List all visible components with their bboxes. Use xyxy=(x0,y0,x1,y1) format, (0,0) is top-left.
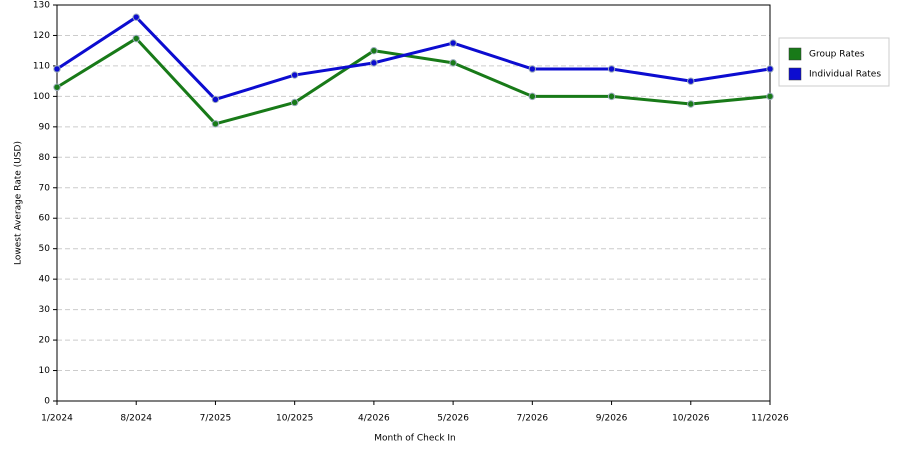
series-line xyxy=(56,37,771,126)
y-tick-label: 70 xyxy=(39,183,51,193)
y-tick-label: 50 xyxy=(39,244,51,254)
y-tick-label: 10 xyxy=(39,366,51,376)
data-point xyxy=(687,77,695,85)
data-point xyxy=(211,120,220,128)
legend-label: Group Rates xyxy=(809,50,865,60)
data-point xyxy=(132,13,140,21)
y-tick-label: 40 xyxy=(39,275,51,285)
x-tick-label: 7/2025 xyxy=(200,414,232,424)
y-tick-label: 100 xyxy=(33,92,50,102)
data-point xyxy=(53,65,61,73)
x-axis-label: Month of Check In xyxy=(374,434,456,444)
y-axis-label: Lowest Average Rate (USD) xyxy=(14,141,24,265)
y-tick-label: 110 xyxy=(33,61,50,71)
data-point xyxy=(607,92,616,101)
x-tick-label: 8/2024 xyxy=(120,414,152,424)
data-point xyxy=(370,46,378,55)
data-point xyxy=(528,65,537,73)
x-tick-label: 9/2026 xyxy=(596,414,628,424)
y-tick-label: 120 xyxy=(33,31,50,41)
legend-box xyxy=(778,37,890,87)
y-tick-label: 90 xyxy=(39,122,51,132)
y-tick-label: 80 xyxy=(39,153,51,163)
legend-swatch xyxy=(788,47,802,61)
x-tick-label: 1/2024 xyxy=(41,414,73,424)
legend-label: Individual Rates xyxy=(809,70,881,80)
series-line xyxy=(56,15,771,101)
x-tick-label: 10/2026 xyxy=(672,414,710,424)
y-tick-label: 30 xyxy=(39,305,51,315)
x-tick-label: 11/2026 xyxy=(751,414,789,424)
x-tick-label: 10/2025 xyxy=(276,414,313,424)
legend-swatch xyxy=(788,67,802,81)
data-point xyxy=(449,39,457,47)
data-point xyxy=(53,83,61,91)
data-point xyxy=(607,65,616,73)
x-tick-label: 5/2026 xyxy=(437,414,469,424)
data-point xyxy=(290,71,299,79)
data-point xyxy=(766,92,774,101)
data-point xyxy=(290,98,299,107)
data-point xyxy=(132,34,140,43)
data-point xyxy=(766,65,774,73)
y-tick-label: 60 xyxy=(39,214,51,224)
y-tick-label: 130 xyxy=(33,1,50,11)
data-point xyxy=(449,59,457,67)
y-tick-label: 0 xyxy=(44,397,50,407)
x-tick-label: 4/2026 xyxy=(358,414,390,424)
y-tick-label: 20 xyxy=(39,336,51,346)
data-point xyxy=(687,100,695,108)
x-tick-label: 7/2026 xyxy=(516,414,548,424)
data-point xyxy=(370,59,378,67)
data-point xyxy=(211,95,220,104)
plot-frame xyxy=(56,4,771,402)
data-point xyxy=(528,92,537,101)
